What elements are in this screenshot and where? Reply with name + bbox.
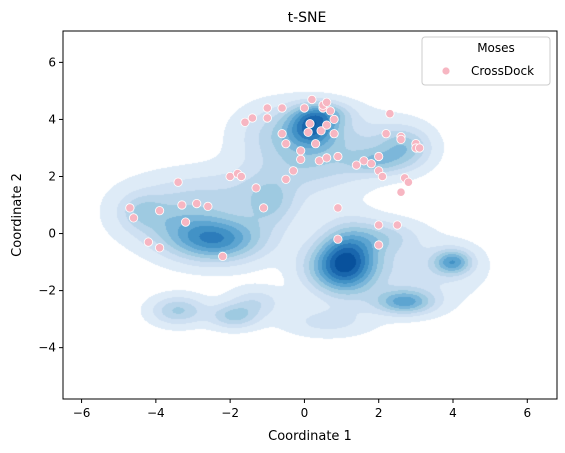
crossdock-point [288, 166, 298, 176]
legend-entry-crossdock: CrossDock [471, 64, 534, 78]
crossdock-point [374, 220, 384, 230]
y-tick-label: 2 [48, 169, 56, 183]
x-tick-label: −2 [221, 406, 239, 420]
legend-box [421, 36, 551, 86]
crossdock-point [240, 117, 250, 127]
crossdock-point [262, 103, 272, 113]
crossdock-point [177, 200, 187, 210]
crossdock-point [316, 126, 326, 136]
density-kde [63, 31, 557, 399]
crossdock-point [143, 237, 153, 247]
crossdock-point [281, 174, 291, 184]
crossdock-point [392, 220, 402, 230]
crossdock-point [333, 234, 343, 244]
crossdock-point [173, 177, 183, 187]
legend: Moses CrossDock [421, 36, 551, 86]
crossdock-point [322, 153, 332, 163]
y-tick-label: 6 [48, 55, 56, 69]
crossdock-point [155, 243, 165, 253]
crossdock-point [403, 177, 413, 187]
crossdock-point [310, 139, 321, 149]
plot-area [63, 31, 557, 399]
legend-title: Moses [477, 41, 515, 55]
crossdock-point [251, 183, 261, 193]
x-tick-label: 2 [375, 406, 383, 420]
x-tick-label: 6 [523, 406, 531, 420]
crossdock-point [385, 109, 395, 119]
x-tick-label: 4 [449, 406, 457, 420]
crossdock-point [281, 139, 291, 149]
legend-marker-crossdock [441, 66, 451, 76]
crossdock-point [303, 127, 313, 137]
crossdock-point [203, 201, 213, 211]
crossdock-point [325, 106, 335, 116]
crossdock-point [396, 134, 406, 144]
crossdock-point [381, 129, 391, 139]
plot-frame [62, 30, 558, 400]
crossdock-point [299, 103, 309, 113]
x-tick-label: −6 [73, 406, 91, 420]
crossdock-point [192, 199, 202, 209]
crossdock-point [366, 159, 376, 169]
crossdock-point [296, 154, 306, 164]
crossdock-point [414, 143, 425, 153]
crossdock-point [277, 129, 287, 139]
crossdock-point [333, 203, 343, 213]
crossdock-point [329, 114, 339, 125]
crossdock-point [305, 119, 315, 129]
crossdock-point [236, 171, 246, 182]
crossdock-point [218, 251, 228, 261]
crossdock-point [322, 97, 332, 107]
crossdock-point [374, 151, 384, 162]
scatter-points [125, 94, 425, 261]
crossdock-point [374, 240, 384, 250]
crossdock-point [296, 146, 306, 156]
crossdock-point [329, 129, 339, 139]
crossdock-point [125, 203, 135, 213]
crossdock-point [247, 113, 257, 123]
y-tick-label: −4 [38, 341, 56, 355]
x-tick-label: 0 [301, 406, 309, 420]
crossdock-point [377, 171, 387, 182]
x-axis-ticks: −6 −4 −2 0 2 4 6 [73, 399, 531, 420]
chart-title: t-SNE [288, 10, 327, 26]
crossdock-point [258, 203, 269, 213]
crossdock-point [155, 206, 165, 216]
crossdock-point [181, 217, 191, 227]
crossdock-point [277, 103, 287, 113]
x-axis-label: Coordinate 1 [268, 429, 352, 444]
crossdock-point [262, 113, 272, 123]
x-tick-label: −4 [147, 406, 165, 420]
crossdock-point [396, 187, 406, 197]
crossdock-point [351, 160, 361, 170]
crossdock-point [322, 120, 332, 130]
y-axis-ticks: −4 −2 0 2 4 6 [38, 55, 63, 355]
y-axis-label: Coordinate 2 [10, 173, 25, 257]
y-tick-label: 0 [48, 227, 56, 241]
crossdock-point [333, 151, 343, 162]
y-tick-label: 4 [48, 112, 56, 126]
crossdock-point [307, 94, 317, 105]
crossdock-point [129, 213, 139, 223]
y-tick-label: −2 [38, 284, 56, 298]
